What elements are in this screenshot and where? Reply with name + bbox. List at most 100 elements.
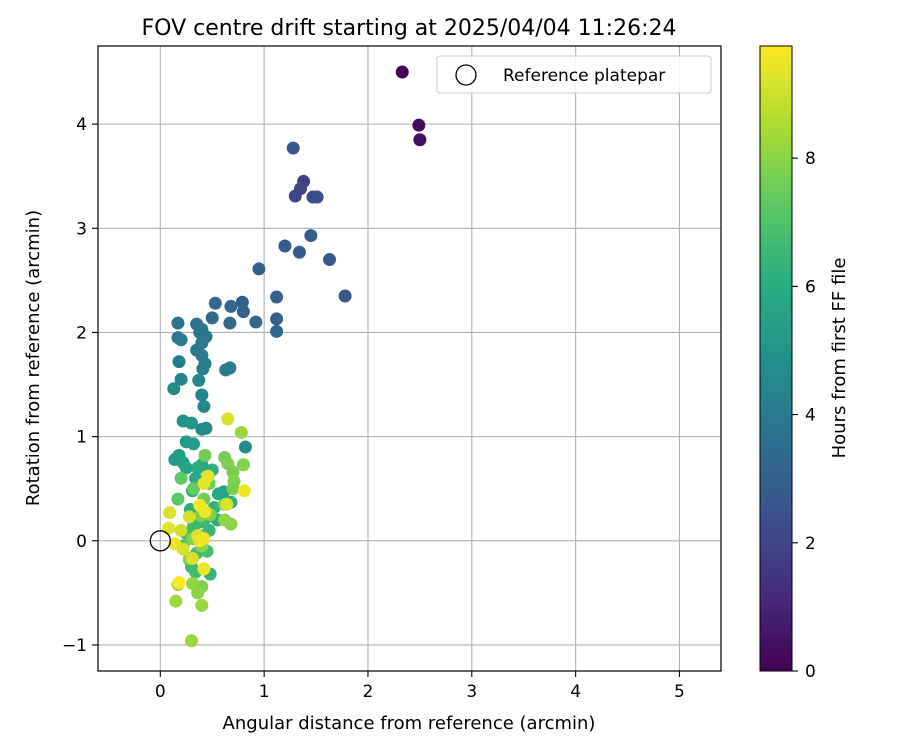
data-point <box>235 295 249 309</box>
data-point <box>220 497 234 511</box>
data-point <box>197 477 211 490</box>
colorbar-tick-label: 6 <box>805 277 816 297</box>
x-tick-label: 5 <box>674 682 685 702</box>
data-point <box>252 262 266 276</box>
data-point <box>234 425 248 439</box>
x-axis-label: Angular distance from reference (arcmin) <box>223 713 596 734</box>
data-point <box>172 575 186 589</box>
data-point <box>171 492 185 506</box>
data-point <box>236 305 250 319</box>
data-point <box>223 316 237 330</box>
data-point <box>292 245 306 259</box>
data-point <box>192 373 206 387</box>
x-tick-label: 2 <box>363 682 374 702</box>
data-point <box>195 598 209 612</box>
data-point <box>163 506 177 520</box>
data-point <box>179 461 193 475</box>
y-tick-label: 0 <box>76 532 87 552</box>
data-point <box>270 290 284 304</box>
data-point <box>197 562 211 576</box>
y-tick-label: 1 <box>76 428 87 448</box>
data-point <box>223 361 237 375</box>
data-point <box>286 141 300 155</box>
colorbar <box>759 45 793 672</box>
data-point <box>304 229 318 243</box>
data-point <box>169 594 183 608</box>
data-point <box>174 471 188 485</box>
data-point <box>182 510 196 524</box>
data-point <box>195 422 209 436</box>
data-point <box>191 461 205 475</box>
legend-box <box>436 55 712 94</box>
data-point <box>174 523 188 537</box>
reference-marker-layer <box>149 530 171 552</box>
colorbar-tick-label: 0 <box>805 662 816 682</box>
data-point <box>288 189 302 203</box>
data-point <box>184 416 198 430</box>
colorbar-ticks: 0 2 4 6 8 <box>792 149 816 682</box>
reference-platepar-marker <box>149 530 171 552</box>
x-axis-ticks: 0 1 2 3 4 5 <box>155 671 685 702</box>
data-point <box>249 315 263 329</box>
legend-label: Reference platepar <box>503 66 665 86</box>
data-point <box>162 521 176 535</box>
data-point <box>237 484 251 498</box>
data-point <box>176 542 190 556</box>
data-point <box>270 324 284 338</box>
y-tick-label: −1 <box>62 636 87 656</box>
data-points <box>162 65 427 648</box>
data-point <box>310 190 324 204</box>
data-point <box>195 388 209 402</box>
colorbar-label: Hours from first FF file <box>829 258 850 459</box>
data-point <box>172 355 186 369</box>
data-point <box>197 399 211 413</box>
data-point <box>221 412 235 426</box>
data-point <box>218 513 232 527</box>
data-point <box>413 133 427 147</box>
data-point <box>224 299 238 313</box>
x-tick-label: 0 <box>155 682 166 702</box>
colorbar-tick-label: 2 <box>805 534 816 554</box>
colorbar-tick-label: 8 <box>805 149 816 169</box>
grid-lines <box>98 46 721 671</box>
data-point <box>205 311 219 325</box>
data-point <box>412 118 426 132</box>
data-point <box>196 362 210 376</box>
data-point <box>270 312 284 326</box>
data-point <box>338 289 352 303</box>
data-point <box>197 532 211 546</box>
data-point <box>226 482 240 496</box>
y-tick-label: 4 <box>76 115 87 135</box>
x-tick-label: 4 <box>570 682 581 702</box>
data-point <box>395 65 409 79</box>
data-point <box>184 634 198 648</box>
x-tick-label: 3 <box>466 682 477 702</box>
data-point <box>174 372 188 386</box>
data-point <box>171 316 185 330</box>
plot-area-frame <box>97 45 722 672</box>
legend: Reference platepar <box>436 55 712 94</box>
data-point <box>323 253 337 267</box>
data-point <box>167 382 181 396</box>
data-point <box>198 448 212 462</box>
y-axis-ticks: −1 0 1 2 3 4 <box>62 115 98 656</box>
data-point <box>191 586 205 600</box>
data-point <box>187 437 201 451</box>
data-point <box>226 465 240 479</box>
y-axis-label: Rotation from reference (arcmin) <box>23 210 44 506</box>
data-point <box>278 239 292 253</box>
data-point <box>236 458 250 472</box>
x-tick-label: 1 <box>259 682 270 702</box>
data-point <box>185 552 199 565</box>
data-point <box>198 505 212 519</box>
data-point <box>238 440 252 454</box>
data-point <box>187 482 201 496</box>
data-point <box>174 333 188 347</box>
legend-reference-marker <box>455 64 477 86</box>
y-tick-label: 2 <box>76 323 87 343</box>
chart-title: FOV centre drift starting at 2025/04/04 … <box>142 16 677 41</box>
y-tick-label: 3 <box>76 219 87 239</box>
colorbar-tick-label: 4 <box>805 406 816 426</box>
data-point <box>208 296 222 310</box>
